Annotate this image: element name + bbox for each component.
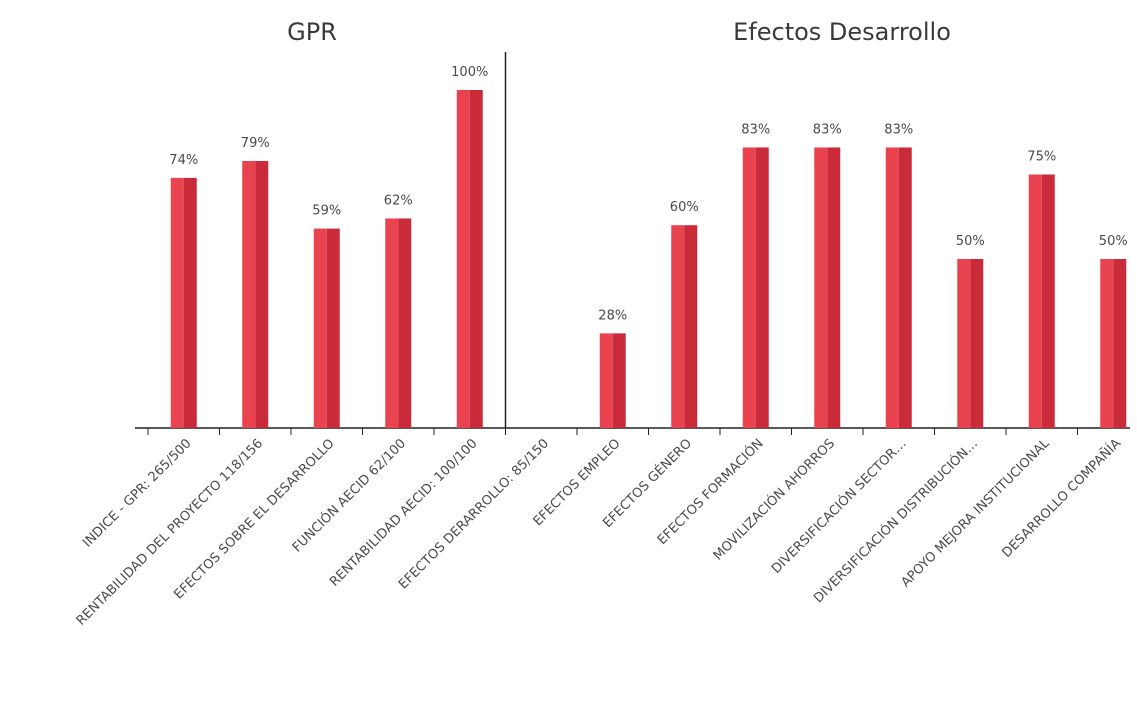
data-label: 50%	[956, 234, 985, 249]
bar	[671, 225, 698, 428]
bar-face-right	[755, 147, 769, 428]
category-label: MOVILIZACIÓN AHORROS	[710, 436, 838, 564]
bar-face-left	[456, 90, 470, 428]
bar-face-right	[1113, 259, 1127, 428]
bar-face-right	[970, 259, 984, 428]
bar	[170, 177, 197, 428]
data-label: 75%	[1027, 150, 1056, 165]
data-label: 28%	[598, 308, 627, 323]
bar-face-left	[170, 177, 184, 428]
bar-face-left	[385, 218, 399, 428]
category-label: DESARROLLO COMPAÑÍA	[999, 435, 1124, 560]
category-label: APOYO MEJORA INSTITUCIONAL	[898, 436, 1053, 591]
category-label: FUNCIÓN AECID 62/100	[289, 436, 409, 556]
data-label: 83%	[813, 122, 842, 137]
bar	[599, 333, 626, 428]
data-label: 83%	[741, 122, 770, 137]
group-titles: GPR Efectos Desarrollo	[287, 18, 951, 46]
group-title-gpr: GPR	[287, 18, 337, 46]
bar-face-right	[469, 90, 483, 428]
bar	[814, 147, 841, 428]
data-label: 83%	[884, 122, 913, 137]
bar-face-left	[957, 259, 971, 428]
bar-face-left	[242, 160, 256, 429]
bar-face-right	[326, 228, 340, 428]
bar	[885, 147, 912, 428]
bar-face-left	[885, 147, 899, 428]
bar-face-left	[671, 225, 685, 428]
bar-face-left	[1100, 259, 1114, 428]
data-label: 62%	[384, 193, 413, 208]
bars-layer	[170, 90, 1127, 429]
bar	[1100, 259, 1127, 428]
bar	[385, 218, 412, 428]
axis-layer	[135, 52, 1130, 435]
category-label: DIVERSIFICACIÓN SECTOR…	[768, 436, 909, 577]
bar-face-right	[684, 225, 698, 428]
bar	[313, 228, 340, 428]
bar-face-right	[827, 147, 841, 428]
bar-face-left	[814, 147, 828, 428]
category-label: EFECTOS DERARROLLO: 85/150	[396, 436, 552, 592]
bar	[242, 160, 269, 429]
bar-face-right	[898, 147, 912, 428]
bar-face-left	[599, 333, 613, 428]
data-label: 74%	[169, 153, 198, 168]
bar-face-left	[742, 147, 756, 428]
bar	[456, 90, 483, 428]
bar	[957, 259, 984, 428]
category-label: EFECTOS SOBRE EL DESARROLLO	[171, 436, 337, 602]
category-label: RENTABILIDAD AECID: 100/100	[327, 436, 480, 589]
data-label: 60%	[670, 200, 699, 215]
data-label: 79%	[241, 136, 270, 151]
group-title-efectos-desarrollo: Efectos Desarrollo	[733, 18, 951, 46]
data-label: 59%	[312, 204, 341, 219]
data-label: 50%	[1099, 234, 1128, 249]
bar-face-right	[612, 333, 626, 428]
bar-face-left	[1028, 174, 1042, 428]
bar-face-right	[255, 160, 269, 429]
bar-face-right	[183, 177, 197, 428]
data-label: 100%	[451, 65, 488, 80]
bar-face-right	[1041, 174, 1055, 428]
bar	[742, 147, 769, 428]
bar-face-left	[313, 228, 327, 428]
bar	[1028, 174, 1055, 428]
bar-face-right	[398, 218, 412, 428]
category-label: DIVERSIFICACIÓN DISTRIBUCIÓN…	[810, 436, 981, 607]
